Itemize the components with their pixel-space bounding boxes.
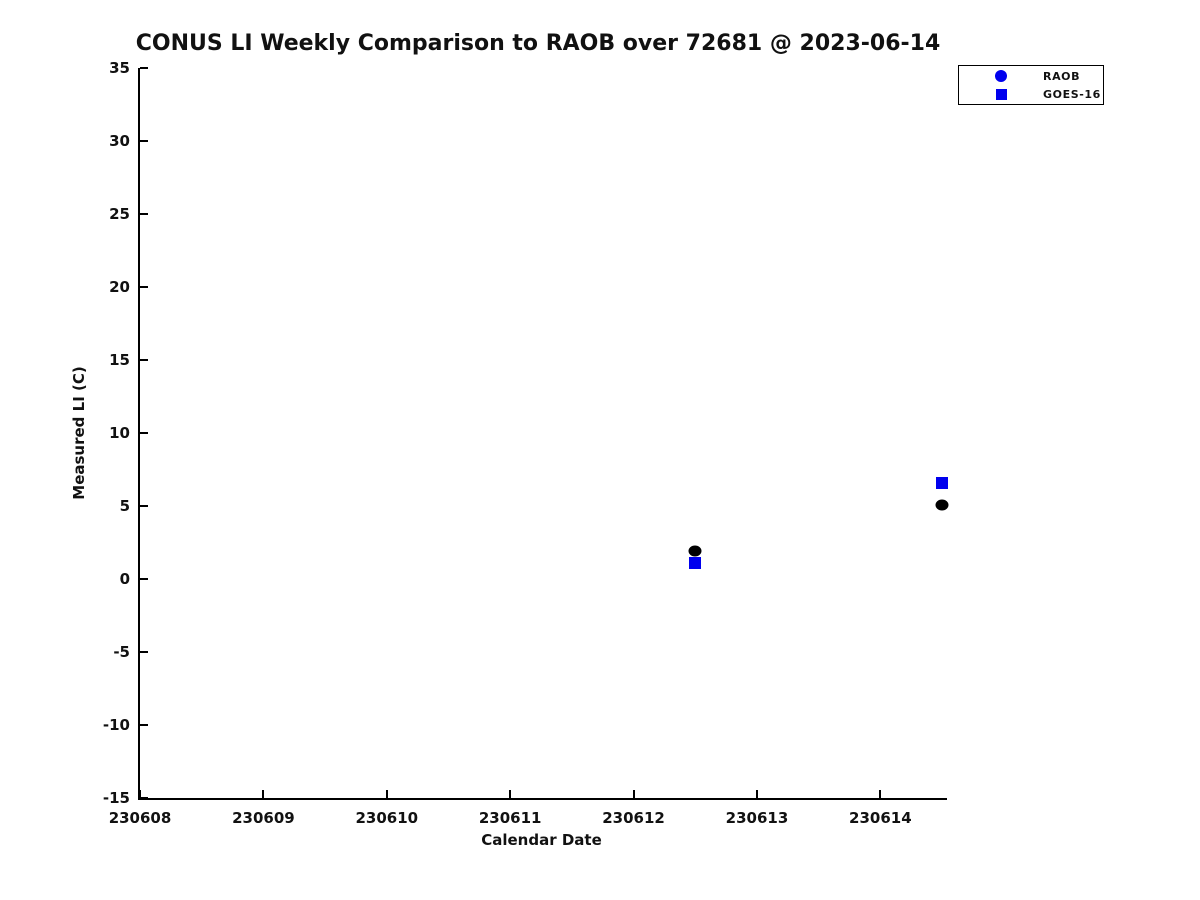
y-tick-mark xyxy=(140,505,148,507)
x-tick-mark xyxy=(509,790,512,798)
y-tick-label: 20 xyxy=(109,278,130,296)
y-tick-mark xyxy=(140,724,148,726)
y-tick-mark xyxy=(140,797,148,799)
y-tick-label: -10 xyxy=(102,716,130,734)
legend-row-goes16: GOES-16 xyxy=(959,87,1103,102)
y-tick-label: -15 xyxy=(102,789,130,807)
x-tick-mark xyxy=(755,790,758,798)
goes16-legend-square-icon xyxy=(995,88,1007,100)
y-tick-mark xyxy=(140,213,148,215)
x-tick-label: 230608 xyxy=(108,809,172,827)
y-tick-mark xyxy=(140,140,148,142)
y-tick-mark xyxy=(140,359,148,361)
x-tick-label: 230614 xyxy=(849,809,912,827)
y-axis-label: Measured LI (C) xyxy=(70,366,88,500)
chart-title: CONUS LI Weekly Comparison to RAOB over … xyxy=(135,31,941,56)
x-axis-label: Calendar Date xyxy=(481,831,602,849)
y-tick-label: -5 xyxy=(113,643,130,661)
y-tick-label: 35 xyxy=(109,59,130,77)
raob-legend-circle-icon xyxy=(995,70,1007,82)
y-tick-mark xyxy=(140,432,148,434)
y-tick-label: 25 xyxy=(109,205,130,223)
y-tick-label: 15 xyxy=(109,351,130,369)
legend-row-raob: RAOB xyxy=(959,69,1103,84)
plot-area: 35 30 25 20 15 10 5 0 -5 -10 -15 230608 230609 230610… xyxy=(103,59,949,827)
y-tick-mark xyxy=(140,578,148,580)
y-tick-mark xyxy=(140,651,148,653)
x-tick-label: 230610 xyxy=(355,809,419,827)
goes16-data-point xyxy=(689,556,702,569)
x-tick-mark xyxy=(262,790,265,798)
legend: RAOB GOES-16 xyxy=(958,65,1104,105)
x-tick-mark xyxy=(139,790,141,798)
y-tick-label: 10 xyxy=(109,424,130,442)
x-tick-mark xyxy=(385,790,388,798)
y-tick-label: 5 xyxy=(119,497,130,515)
x-tick-label: 230611 xyxy=(478,809,542,827)
y-tick-label: 0 xyxy=(119,570,130,588)
x-tick-label: 230612 xyxy=(602,809,665,827)
x-tick-mark xyxy=(632,790,635,798)
goes16-data-point xyxy=(936,476,949,489)
x-tick-mark xyxy=(879,790,882,798)
raob-data-point xyxy=(688,545,702,557)
y-tick-label: 30 xyxy=(109,132,130,150)
x-tick-label: 230613 xyxy=(725,809,789,827)
y-tick-mark xyxy=(140,286,148,288)
legend-label-raob: RAOB xyxy=(1043,69,1081,83)
legend-label-goes16: GOES-16 xyxy=(1043,87,1101,101)
x-tick-label: 230609 xyxy=(232,809,295,827)
y-tick-mark xyxy=(140,67,148,69)
raob-data-point xyxy=(935,499,949,511)
